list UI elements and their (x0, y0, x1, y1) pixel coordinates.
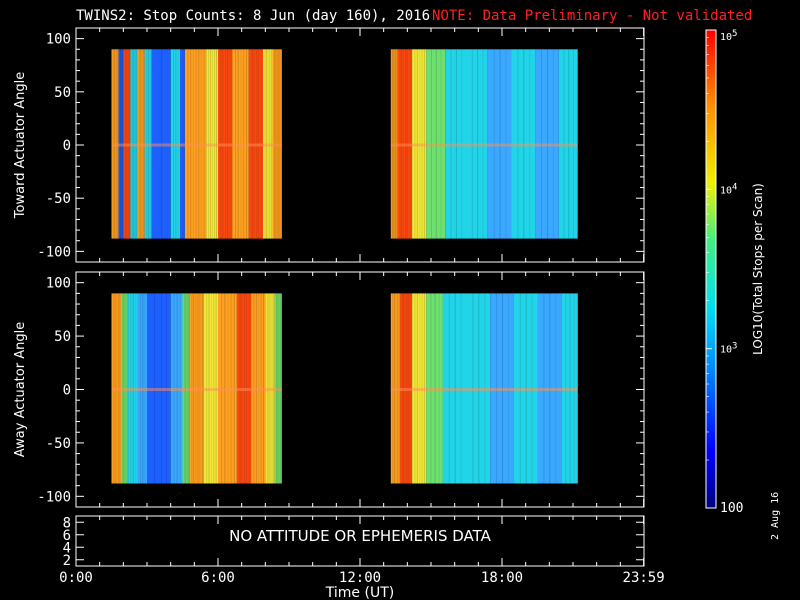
x-tick-label: 18:00 (481, 570, 523, 586)
colorbar-label: LOG10(Total Stops per Scan) (751, 183, 765, 355)
y-tick-label: 4 (63, 540, 71, 556)
colorbar-tick-label: 105 (720, 29, 737, 43)
y-tick-label: 6 (63, 528, 71, 544)
y-tick-label: 2 (63, 553, 71, 569)
y-tick-label: -100 (37, 244, 71, 260)
away-panel: 100 50 0 -50 -100 Away Actuator Angle (13, 271, 645, 508)
chart-title: TWINS2: Stop Counts: 8 Jun (day 160), 20… (76, 8, 431, 24)
y-tick-label: 100 (46, 32, 71, 48)
x-axis-label: Time (UT) (325, 585, 394, 600)
toward-panel: 100 50 0 -50 -100 Toward Actuator Angle (13, 27, 645, 263)
colorbar-tick-label: 104 (720, 182, 737, 196)
colorbar-tick-label: 100 (720, 501, 743, 516)
y-tick-label: -50 (46, 436, 71, 452)
y-tick-label: 0 (63, 383, 71, 399)
y-tick-label: -100 (37, 489, 71, 505)
no-data-annotation: NO ATTITUDE OR EPHEMERIS DATA (229, 527, 492, 545)
colorbar-tick-label: 103 (720, 342, 737, 356)
y-tick-label: -50 (46, 191, 71, 207)
y-tick-label: 8 (63, 515, 71, 531)
x-tick-label: 6:00 (201, 570, 235, 586)
y-tick-label: 0 (63, 138, 71, 154)
preliminary-note: NOTE: Data Preliminary - Not validated (432, 8, 753, 24)
y-tick-label: 50 (54, 85, 71, 101)
colorbar-gradient (706, 30, 716, 508)
y-tick-label: 100 (46, 276, 71, 292)
toward-y-axis-label: Toward Actuator Angle (13, 72, 28, 219)
x-tick-label: 0:00 (59, 570, 93, 586)
x-tick-label: 12:00 (339, 570, 381, 586)
y-tick-label: 50 (54, 329, 71, 345)
x-tick-label: 23:59 (623, 570, 665, 586)
away-y-axis-label: Away Actuator Angle (13, 322, 28, 457)
